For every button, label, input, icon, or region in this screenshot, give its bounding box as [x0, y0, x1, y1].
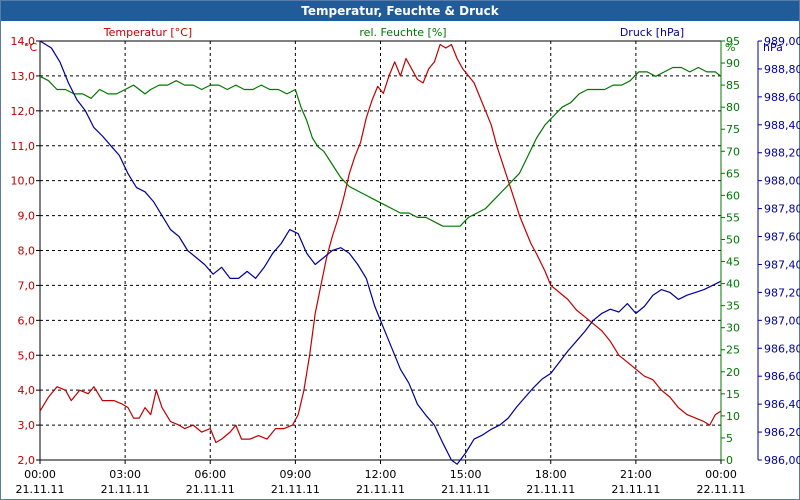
pressure-axis: 986,00 986,20 986,40 986,60 986,80 987,00 987,…: [757, 35, 800, 467]
humidity-tick-label: 5: [726, 432, 733, 445]
pressure-tick-label: 987,20: [764, 286, 800, 299]
temperature-tick-label: 5,0: [18, 349, 36, 362]
grid: [40, 41, 721, 460]
time-tick-label: 09:00: [280, 468, 312, 481]
series-layer: [39, 40, 722, 465]
humidity-tick-label: 10: [726, 410, 740, 423]
pressure-line: [39, 40, 722, 465]
date-tick-label: 21.11.11: [186, 483, 235, 496]
temperature-tick-label: 7,0: [18, 279, 36, 292]
date-tick-label: 21.11.11: [101, 483, 150, 496]
temperature-tick-label: 11,0: [11, 140, 36, 153]
pressure-tick-label: 988,60: [764, 91, 800, 104]
pressure-tick-label: 986,40: [764, 398, 800, 411]
humidity-unit-label: %: [725, 41, 735, 54]
pressure-tick-label: 989,00: [764, 35, 800, 48]
temperature-tick-label: 6,0: [18, 314, 36, 327]
temperature-axis-label: Temperatur [°C]: [103, 26, 192, 39]
humidity-tick-label: 70: [726, 145, 740, 158]
humidity-tick-label: 25: [726, 344, 740, 357]
date-tick-label: 21.11.11: [441, 483, 490, 496]
time-tick-label: 00:00: [24, 468, 56, 481]
humidity-tick-label: 95: [726, 35, 740, 48]
temperature-tick-label: 10,0: [11, 175, 36, 188]
pressure-tick-label: 986,20: [764, 426, 800, 439]
humidity-axis: 0 5 10 15 20 25 30 35 40 45 50 55 60 65 70 75 80 85 90 95: [720, 35, 740, 467]
humidity-tick-label: 60: [726, 189, 740, 202]
humidity-tick-label: 65: [726, 167, 740, 180]
time-tick-label: 06:00: [194, 468, 226, 481]
humidity-axis-label: rel. Feuchte [%]: [359, 26, 446, 39]
time-tick-label: 15:00: [450, 468, 482, 481]
date-tick-label: 21.11.11: [526, 483, 575, 496]
pressure-axis-label: Druck [hPa]: [620, 26, 684, 39]
chart-title: Temperatur, Feuchte & Druck: [1, 1, 799, 21]
pressure-tick-label: 988,00: [764, 175, 800, 188]
pressure-tick-label: 987,60: [764, 231, 800, 244]
pressure-tick-label: 988,20: [764, 147, 800, 160]
humidity-tick-label: 50: [726, 233, 740, 246]
time-tick-label: 12:00: [365, 468, 397, 481]
pressure-tick-label: 988,80: [764, 63, 800, 76]
humidity-tick-label: 30: [726, 322, 740, 335]
pressure-tick-label: 986,60: [764, 370, 800, 383]
time-axis: 00:00 21.11.11 03:00 21.11.11 06:00 21.11.11 0…: [16, 460, 746, 496]
humidity-tick-label: 15: [726, 388, 740, 401]
pressure-tick-label: 987,80: [764, 203, 800, 216]
temperature-tick-label: 9,0: [18, 210, 36, 223]
humidity-tick-label: 80: [726, 101, 740, 114]
time-tick-label: 03:00: [109, 468, 141, 481]
humidity-tick-label: 20: [726, 366, 740, 379]
humidity-tick-label: 45: [726, 256, 740, 269]
temperature-tick-label: 3,0: [18, 419, 36, 432]
humidity-tick-label: 85: [726, 79, 740, 92]
pressure-tick-label: 986,00: [764, 454, 800, 467]
humidity-line: [39, 66, 722, 227]
temperature-tick-label: 4,0: [18, 384, 36, 397]
pressure-tick-label: 986,80: [764, 342, 800, 355]
date-tick-label: 21.11.11: [356, 483, 405, 496]
time-tick-label: 00:00: [705, 468, 737, 481]
temperature-tick-label: 13,0: [11, 70, 36, 83]
pressure-tick-label: 987,00: [764, 314, 800, 327]
date-tick-label: 21.11.11: [271, 483, 320, 496]
humidity-tick-label: 55: [726, 211, 740, 224]
humidity-tick-label: 75: [726, 123, 740, 136]
temperature-tick-label: 14,0: [11, 35, 36, 48]
temperature-tick-label: 8,0: [18, 245, 36, 258]
axis-headers: °C Temperatur [°C] rel. Feuchte [%] % Dr…: [24, 26, 783, 54]
pressure-tick-label: 987,40: [764, 258, 800, 271]
temperature-unit-label: °C: [24, 41, 38, 54]
time-tick-label: 18:00: [535, 468, 567, 481]
date-tick-label: 21.11.11: [611, 483, 660, 496]
humidity-tick-label: 35: [726, 300, 740, 313]
pressure-tick-label: 988,40: [764, 119, 800, 132]
temperature-line: [39, 43, 722, 444]
humidity-tick-label: 0: [726, 454, 733, 467]
pressure-unit-label: hPa: [763, 41, 783, 54]
date-tick-label: 22.11.11: [697, 483, 746, 496]
humidity-tick-label: 40: [726, 278, 740, 291]
date-tick-label: 21.11.11: [16, 483, 65, 496]
time-tick-label: 21:00: [620, 468, 652, 481]
temperature-axis: 2,0 3,0 4,0 5,0 6,0 7,0 8,0 9,0 10,0 11,0 12,0 13,0…: [11, 35, 40, 467]
temperature-tick-label: 2,0: [18, 454, 36, 467]
temperature-tick-label: 12,0: [11, 105, 36, 118]
humidity-tick-label: 90: [726, 57, 740, 70]
